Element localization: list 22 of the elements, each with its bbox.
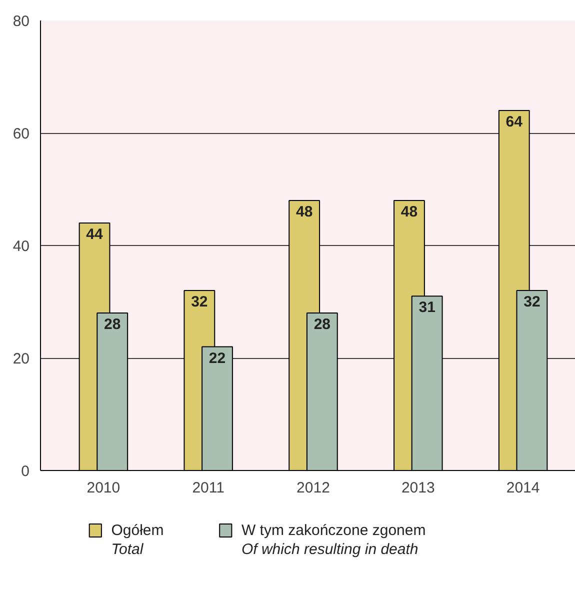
x-tick-label: 2013 (401, 480, 435, 496)
data-label: 31 (418, 299, 436, 316)
data-label: 32 (191, 294, 208, 310)
y-tick-label: 60 (12, 126, 30, 142)
data-label: 44 (86, 226, 104, 243)
x-tick-label: 2012 (296, 480, 330, 496)
data-label: 28 (314, 316, 331, 333)
data-label: 32 (524, 294, 540, 310)
data-label: 28 (104, 316, 121, 333)
data-label: 48 (296, 204, 313, 220)
y-tick-label: 80 (12, 13, 30, 30)
y-tick-label: 0 (21, 463, 30, 480)
legend-label: W tym zakończone zgonem Of which resulting in death (241, 522, 426, 558)
data-label: 22 (208, 350, 226, 367)
x-tick-label: 2010 (86, 480, 120, 496)
y-tick-label: 20 (12, 350, 30, 368)
data-label: 48 (400, 204, 418, 220)
legend-label: Ogółem Total (111, 522, 164, 558)
x-tick-label: 2014 (506, 480, 540, 496)
x-tick-label: 2011 (192, 480, 224, 496)
y-tick-label: 40 (12, 238, 30, 255)
data-label: 64 (506, 114, 524, 130)
